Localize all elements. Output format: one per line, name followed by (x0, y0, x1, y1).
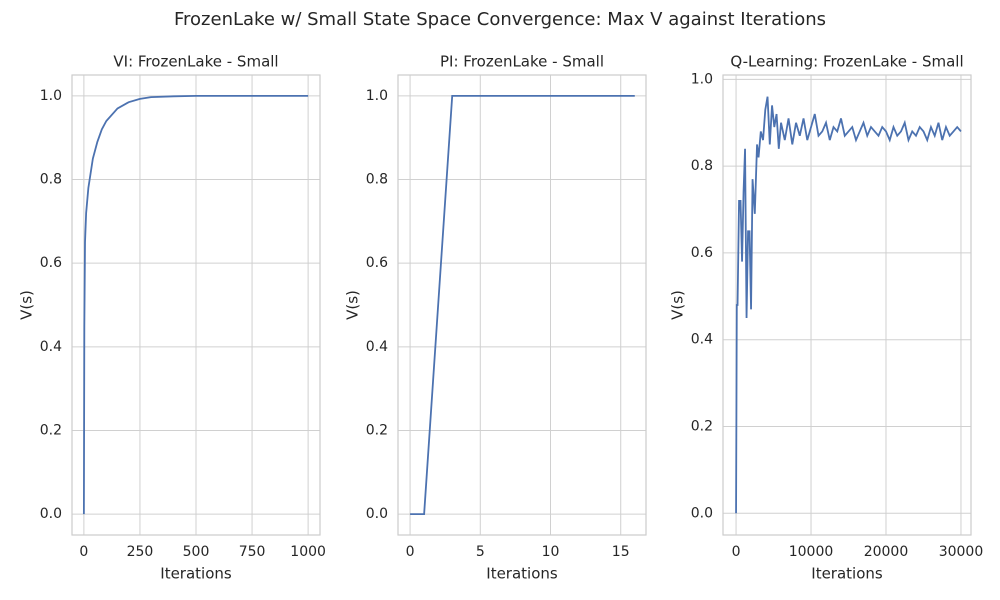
data-line (82, 95, 309, 515)
y-tick-label: 0.2 (691, 419, 713, 435)
y-tick-label: 0.4 (691, 332, 713, 348)
y-tick-label: 1.0 (40, 88, 62, 104)
y-tick-label: 0.6 (40, 255, 62, 271)
y-axis-label: V(s) (18, 290, 36, 320)
y-axis-label: V(s) (669, 290, 687, 320)
y-tick-label: 0.0 (366, 506, 388, 522)
y-axis-label: V(s) (344, 290, 362, 320)
subplot-title: VI: FrozenLake - Small (113, 53, 278, 71)
axes-frame (397, 74, 647, 536)
y-tick-label: 0.0 (40, 506, 62, 522)
x-tick-label: 500 (183, 544, 210, 560)
y-tick-label: 1.0 (366, 88, 388, 104)
y-tick-label: 0.2 (40, 422, 62, 438)
y-tick-label: 0.8 (691, 158, 713, 174)
x-axis-label: Iterations (486, 565, 558, 583)
x-tick-label: 0 (732, 544, 741, 560)
figure-title: FrozenLake w/ Small State Space Converge… (174, 9, 826, 30)
data-line (410, 95, 635, 515)
y-tick-label: 0.6 (691, 245, 713, 261)
x-tick-label: 750 (239, 544, 266, 560)
y-tick-label: 0.6 (366, 255, 388, 271)
axes-frame (722, 74, 972, 536)
x-tick-label: 15 (612, 544, 630, 560)
x-tick-label: 10000 (789, 544, 834, 560)
x-tick-label: 30000 (939, 544, 984, 560)
data-line (735, 96, 962, 514)
y-tick-label: 0.8 (366, 172, 388, 188)
y-tick-label: 0.4 (40, 339, 62, 355)
y-tick-label: 0.8 (40, 172, 62, 188)
subplot-title: PI: FrozenLake - Small (440, 53, 604, 71)
x-axis-label: Iterations (811, 565, 883, 583)
x-tick-label: 1000 (290, 544, 326, 560)
x-tick-label: 20000 (864, 544, 909, 560)
x-tick-label: 0 (406, 544, 415, 560)
axes-frame (71, 74, 321, 536)
x-tick-label: 5 (476, 544, 485, 560)
x-tick-label: 0 (79, 544, 88, 560)
y-tick-label: 1.0 (691, 71, 713, 87)
subplot-title: Q-Learning: FrozenLake - Small (730, 53, 963, 71)
x-axis-label: Iterations (160, 565, 232, 583)
y-tick-label: 0.2 (366, 422, 388, 438)
y-tick-label: 0.0 (691, 505, 713, 521)
y-tick-label: 0.4 (366, 339, 388, 355)
x-tick-label: 10 (542, 544, 560, 560)
x-tick-label: 250 (127, 544, 154, 560)
